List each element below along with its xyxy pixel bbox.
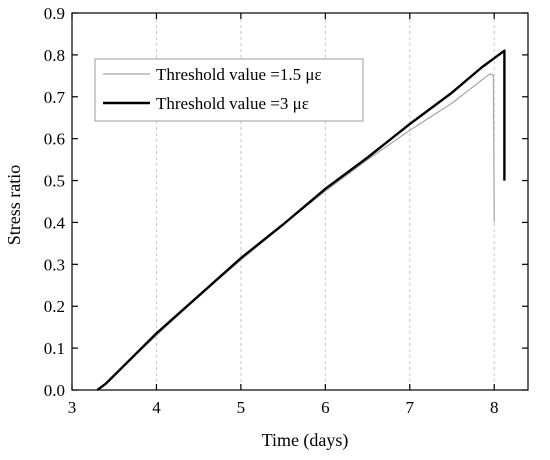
y-tick-label: 0.9 (44, 4, 65, 23)
plot-frame (71, 12, 529, 391)
series-line-2 (96, 49, 506, 391)
x-tick-label: 6 (321, 398, 330, 417)
y-tick-label: 0.8 (44, 46, 65, 65)
y-tick-label: 0.1 (44, 339, 65, 358)
x-axis-title: Time (days) (262, 430, 349, 451)
legend-label-series-2: Threshold value =3 με (156, 94, 309, 113)
x-tick-label: 5 (237, 398, 246, 417)
y-tick-label: 0.4 (44, 213, 66, 232)
y-tick-label: 0.6 (44, 130, 65, 149)
y-tick-label: 0.0 (44, 381, 65, 400)
legend: Threshold value =1.5 με Threshold value … (94, 58, 364, 122)
y-tick-label: 0.7 (44, 88, 66, 107)
legend-box (94, 58, 364, 122)
y-axis-title: Stress ratio (4, 165, 24, 246)
y-tick-label: 0.3 (44, 255, 65, 274)
y-tick-label: 0.2 (44, 297, 65, 316)
plot-series (96, 49, 506, 391)
x-tick-label: 3 (68, 398, 77, 417)
x-tick-label: 4 (152, 398, 161, 417)
x-tick-label: 8 (490, 398, 499, 417)
y-tick-label: 0.5 (44, 172, 65, 191)
legend-label-series-1: Threshold value =1.5 με (156, 65, 322, 84)
x-tick-label: 7 (406, 398, 415, 417)
axis-ticks: 3 4 5 6 7 8 0.0 0.1 0.2 0.3 0.4 0.5 0.6 0.7 0.8 0.9 (44, 4, 528, 417)
